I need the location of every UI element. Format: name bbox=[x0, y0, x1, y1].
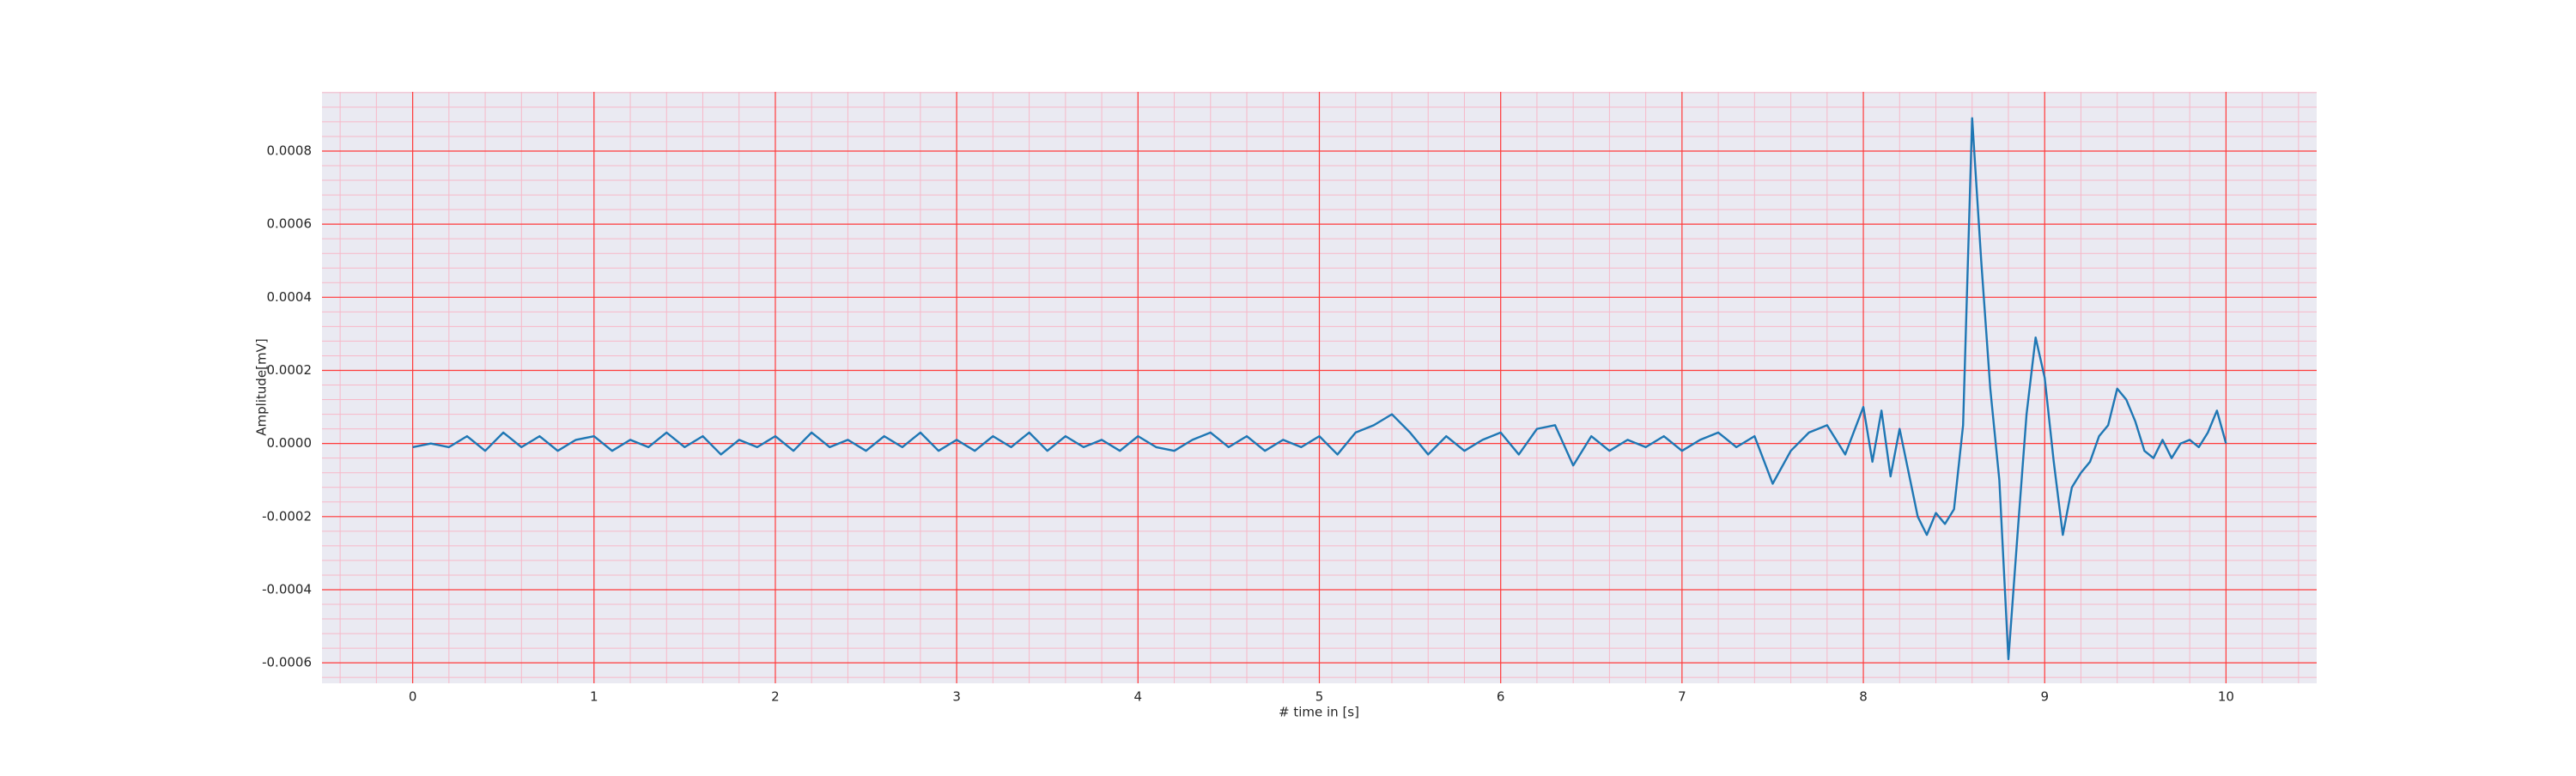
x-tick-label: 0 bbox=[409, 689, 417, 705]
y-tick-label: 0.0008 bbox=[267, 142, 313, 158]
y-tick-label: -0.0004 bbox=[262, 581, 312, 597]
y-tick-label: 0.0000 bbox=[267, 435, 313, 451]
x-tick-label: 10 bbox=[2218, 689, 2234, 705]
x-tick-label: 7 bbox=[1678, 689, 1686, 705]
x-tick-label: 4 bbox=[1134, 689, 1143, 705]
x-axis-label: # time in [s] bbox=[1279, 705, 1359, 720]
x-tick-label: 8 bbox=[1859, 689, 1868, 705]
y-axis-label: Amplitude[mV] bbox=[254, 338, 270, 435]
y-tick-label: 0.0004 bbox=[267, 289, 313, 305]
y-tick-label: -0.0006 bbox=[262, 655, 312, 670]
x-tick-label: 1 bbox=[590, 689, 598, 705]
y-tick-label: -0.0002 bbox=[262, 508, 312, 524]
x-tick-label: 5 bbox=[1315, 689, 1324, 705]
x-tick-label: 6 bbox=[1497, 689, 1505, 705]
x-tick-label: 9 bbox=[2040, 689, 2049, 705]
signal-line bbox=[412, 117, 2227, 661]
x-tick-label: 2 bbox=[771, 689, 780, 705]
x-tick-label: 3 bbox=[952, 689, 961, 705]
y-tick-label: 0.0002 bbox=[267, 362, 313, 378]
y-tick-label: 0.0006 bbox=[267, 216, 313, 232]
